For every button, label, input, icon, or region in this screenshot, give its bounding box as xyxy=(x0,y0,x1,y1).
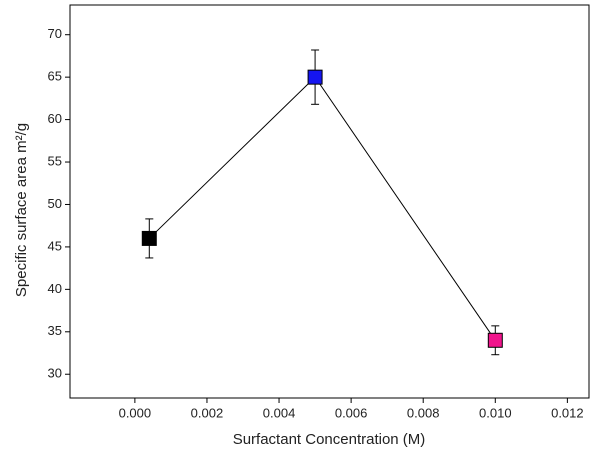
y-tick-label: 55 xyxy=(48,153,62,168)
x-tick-label: 0.008 xyxy=(407,405,440,420)
y-axis-title: Specific surface area m²/g xyxy=(13,123,30,297)
y-tick-label: 40 xyxy=(48,281,62,296)
y-tick-label: 50 xyxy=(48,196,62,211)
line xyxy=(148,76,496,341)
x-tick-label: 0.000 xyxy=(119,405,152,420)
marker xyxy=(487,332,503,348)
y-tick-label: 30 xyxy=(48,366,62,381)
x-tick-label: 0.004 xyxy=(263,405,296,420)
x-tick-label: 0.002 xyxy=(191,405,224,420)
y-tick-label: 65 xyxy=(48,69,62,84)
y-tick-label: 70 xyxy=(48,26,62,41)
x-tick-label: 0.010 xyxy=(479,405,512,420)
y-tick-label: 45 xyxy=(48,238,62,253)
marker xyxy=(141,230,157,246)
y-tick-label: 35 xyxy=(48,323,62,338)
marker xyxy=(307,69,323,85)
y-tick-label: 60 xyxy=(48,111,62,126)
x-tick-label: 0.006 xyxy=(335,405,368,420)
plot-frame xyxy=(69,4,590,399)
x-tick-label: 0.012 xyxy=(551,405,584,420)
x-axis-title: Surfactant Concentration (M) xyxy=(233,431,426,448)
